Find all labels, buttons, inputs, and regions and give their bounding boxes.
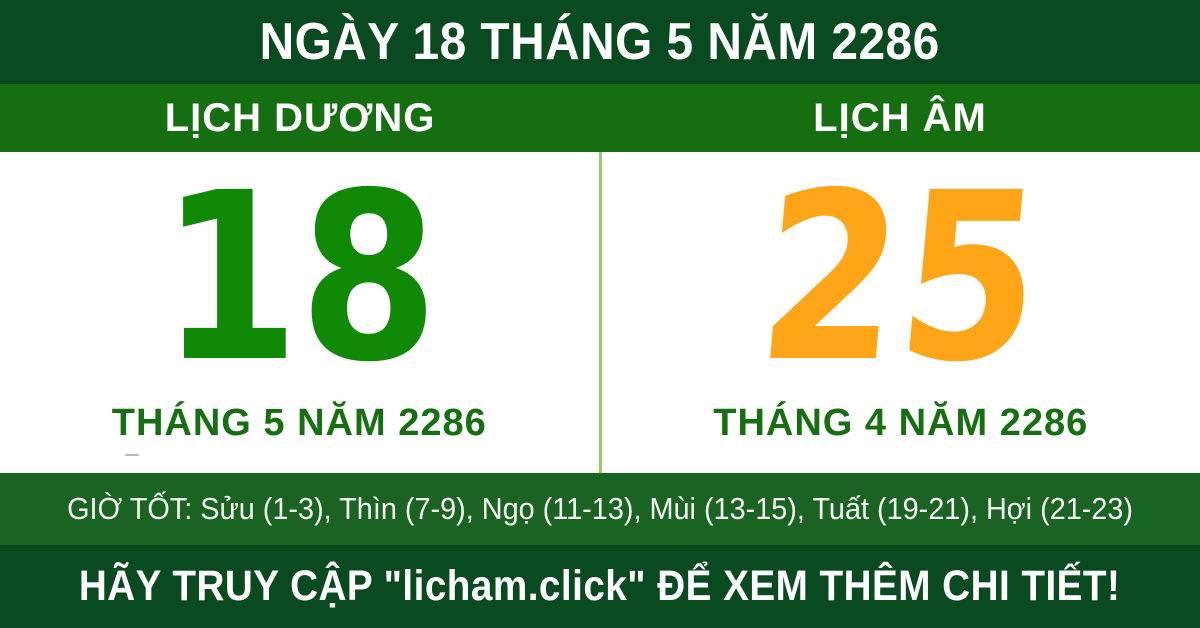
solar-month-year: THÁNG 5 NĂM 2286 xyxy=(111,402,487,444)
lunar-month-year: THÁNG 4 NĂM 2286 xyxy=(713,402,1089,444)
lunar-calendar-label: LỊCH ÂM xyxy=(813,95,987,140)
smudge-artifact xyxy=(125,454,139,456)
solar-panel: 18 THÁNG 5 NĂM 2286 xyxy=(0,152,599,473)
footer-bar: HÃY TRUY CẬP "licham.click" ĐỂ XEM THÊM … xyxy=(0,545,1200,628)
lunar-day-number: 25 xyxy=(749,143,1052,413)
solar-calendar-label: LỊCH DƯƠNG xyxy=(164,95,436,140)
good-hours-bar: GIỜ TỐT: Sửu (1-3), Thìn (7-9), Ngọ (11-… xyxy=(0,473,1200,545)
lunar-calendar-header: LỊCH ÂM xyxy=(600,84,1200,152)
calendar-panels: 18 THÁNG 5 NĂM 2286 25 THÁNG 4 NĂM 2286 xyxy=(0,143,1200,473)
lunar-panel: 25 THÁNG 4 NĂM 2286 xyxy=(602,143,1200,473)
panel-divider xyxy=(598,152,602,473)
solar-day-number: 18 xyxy=(160,143,439,413)
footer-text: HÃY TRUY CẬP "licham.click" ĐỂ XEM THÊM … xyxy=(79,562,1121,610)
solar-calendar-header: LỊCH DƯƠNG xyxy=(0,84,600,152)
calendar-type-band: LỊCH DƯƠNG LỊCH ÂM xyxy=(0,84,1200,152)
date-header-bar: NGÀY 18 THÁNG 5 NĂM 2286 xyxy=(0,0,1200,84)
date-title: NGÀY 18 THÁNG 5 NĂM 2286 xyxy=(259,13,941,71)
good-hours-text: GIỜ TỐT: Sửu (1-3), Thìn (7-9), Ngọ (11-… xyxy=(67,491,1133,526)
